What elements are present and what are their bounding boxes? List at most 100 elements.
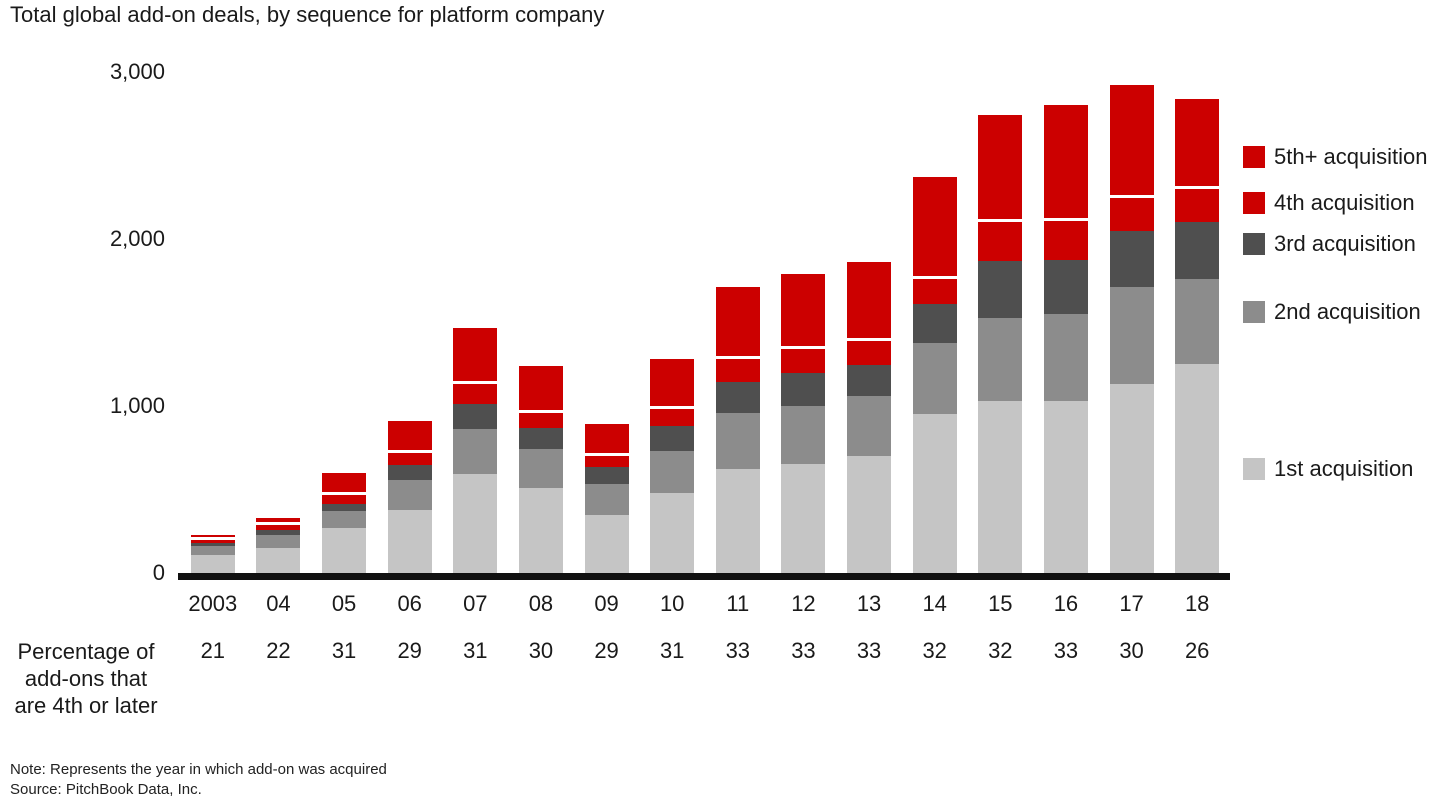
bar-segment	[847, 456, 892, 573]
stacked-bar-16	[1043, 105, 1088, 573]
legend-label: 3rd acquisition	[1274, 231, 1416, 256]
stacked-bar-2003	[190, 534, 235, 573]
x-axis-label: 10	[659, 591, 685, 616]
bar-segment	[847, 262, 892, 341]
footnote-note: Note: Represents the year in which add-o…	[10, 761, 387, 778]
bar-segment	[256, 535, 301, 548]
stacked-bar-17	[1109, 85, 1154, 573]
bar-column-16	[1033, 72, 1099, 573]
bar-segment	[584, 483, 629, 515]
bar-segment	[453, 474, 498, 573]
bar-segment	[978, 222, 1023, 261]
pct-row-label-line-1: Percentage of	[17, 639, 155, 664]
pct-value: 33	[856, 638, 882, 663]
x-axis-label: 06	[397, 591, 422, 616]
pct-value: 33	[791, 638, 816, 663]
legend-label: 5th+ acquisition	[1274, 144, 1428, 169]
legend-item: 5th+ acquisition	[1243, 144, 1428, 170]
bar-segment	[190, 554, 235, 573]
x-axis-label: 05	[331, 591, 357, 616]
bar-segment	[256, 525, 301, 531]
legend-swatch	[1243, 233, 1265, 255]
bar-segment	[1175, 279, 1220, 365]
bar-segment	[715, 469, 760, 573]
footnote-source: Source: PitchBook Data, Inc.	[10, 781, 202, 798]
legend-label: 2nd acquisition	[1274, 299, 1421, 324]
pct-value: 30	[528, 638, 554, 663]
bar-segment	[190, 534, 235, 540]
bar-segment	[781, 349, 826, 373]
legend-swatch	[1243, 146, 1265, 168]
bar-segment	[781, 372, 826, 407]
bar-segment	[781, 406, 826, 465]
bar-segment	[322, 494, 367, 504]
bar-column-18	[1164, 72, 1230, 573]
bar-segment	[518, 428, 563, 450]
y-axis-tick-label: 1,000	[109, 393, 165, 418]
x-axis-label: 14	[922, 591, 947, 616]
bar-segment	[1109, 384, 1154, 573]
bar-column-14	[902, 72, 968, 573]
bar-segment	[650, 492, 695, 573]
bar-column-12	[771, 72, 837, 573]
bar-segment	[715, 359, 760, 382]
legend-label: 1st acquisition	[1274, 456, 1414, 481]
bar-segment	[715, 381, 760, 413]
plot-area	[180, 72, 1230, 573]
bar-segment	[518, 412, 563, 429]
pct-value: 31	[463, 638, 488, 663]
bar-segment	[387, 509, 432, 573]
x-axis-label: 08	[528, 591, 554, 616]
bar-segment	[256, 547, 301, 573]
bar-column-13	[836, 72, 902, 573]
stacked-bar-18	[1175, 98, 1220, 573]
bar-segment	[518, 449, 563, 488]
legend-item: 2nd acquisition	[1243, 299, 1421, 325]
chart-title: Total global add-on deals, by sequence f…	[10, 2, 605, 27]
bar-segment	[1043, 220, 1088, 260]
bar-segment	[847, 340, 892, 365]
bar-column-04	[246, 72, 312, 573]
bar-segment	[715, 412, 760, 470]
stacked-bar-14	[912, 177, 957, 573]
x-axis-label: 09	[594, 591, 619, 616]
x-axis-label: 2003	[188, 591, 238, 616]
bar-segment	[847, 364, 892, 396]
stacked-bar-11	[715, 287, 760, 573]
bar-segment	[387, 421, 432, 453]
bar-segment	[190, 546, 235, 555]
footnote: Note: Represents the year in which add-o…	[10, 760, 387, 800]
bar-segment	[584, 467, 629, 484]
x-axis-line	[178, 573, 1230, 580]
bar-segment	[650, 409, 695, 426]
x-axis-label: 04	[266, 591, 291, 616]
y-axis-tick-label: 0	[152, 560, 165, 585]
bar-segment	[453, 384, 498, 404]
bar-segment	[978, 317, 1023, 401]
pct-value: 33	[725, 638, 751, 663]
pct-row-label-line-2: add-ons that	[24, 666, 148, 691]
bar-segment	[1109, 197, 1154, 231]
bar-segment	[190, 542, 235, 547]
bar-segment	[584, 514, 629, 573]
x-axis-label: 11	[726, 591, 750, 616]
bar-segment	[650, 425, 695, 452]
bar-segment	[584, 456, 629, 468]
x-axis-label: 17	[1119, 591, 1144, 616]
bar-segment	[387, 465, 432, 481]
legend-swatch	[1243, 192, 1265, 214]
bar-column-17	[1099, 72, 1165, 573]
stacked-bar-08	[518, 365, 563, 573]
pct-value: 21	[200, 638, 226, 663]
bar-column-06	[377, 72, 443, 573]
stacked-bar-10	[650, 359, 695, 573]
x-axis-label: 16	[1053, 591, 1079, 616]
bar-column-09	[574, 72, 640, 573]
legend: 5th+ acquisition 4th acquisition 3rd acqui…	[1243, 0, 1440, 600]
stacked-bar-13	[847, 262, 892, 573]
bar-segment	[1175, 222, 1220, 280]
bar-segment	[518, 487, 563, 573]
bar-segment	[190, 539, 235, 543]
y-axis-tick-label: 2,000	[109, 226, 165, 251]
